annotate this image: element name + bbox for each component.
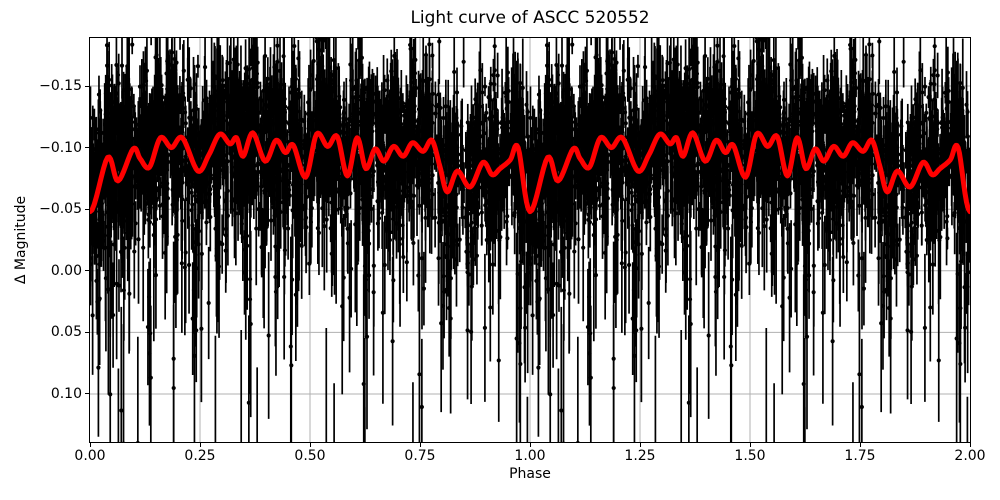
x-tick-mark bbox=[419, 443, 421, 447]
x-tick-label: 1.00 bbox=[514, 448, 546, 464]
y-tick-label: −0.05 bbox=[39, 201, 82, 218]
x-tick-label: 2.00 bbox=[954, 448, 986, 464]
y-tick-mark bbox=[85, 85, 89, 87]
y-tick-label: 0.10 bbox=[50, 385, 82, 402]
x-tick-mark bbox=[639, 443, 641, 447]
x-tick-mark bbox=[969, 443, 971, 447]
x-tick-label: 0.00 bbox=[74, 448, 106, 464]
x-tick-label: 0.50 bbox=[294, 448, 326, 464]
y-axis-label: Δ Magnitude bbox=[13, 195, 29, 285]
x-axis-label: Phase bbox=[509, 466, 551, 482]
light-curve-canvas bbox=[90, 38, 970, 442]
y-tick-label: 0.00 bbox=[50, 262, 82, 279]
y-tick-label: −0.15 bbox=[39, 78, 82, 95]
plot-area bbox=[89, 37, 971, 443]
y-tick-mark bbox=[85, 393, 89, 395]
x-tick-mark bbox=[859, 443, 861, 447]
y-tick-mark bbox=[85, 331, 89, 333]
x-tick-mark bbox=[199, 443, 201, 447]
y-tick-label: −0.10 bbox=[39, 139, 82, 156]
x-tick-label: 1.75 bbox=[844, 448, 876, 464]
x-tick-mark bbox=[309, 443, 311, 447]
x-tick-label: 0.25 bbox=[184, 448, 216, 464]
x-tick-mark bbox=[529, 443, 531, 447]
x-tick-label: 0.75 bbox=[404, 448, 436, 464]
x-tick-label: 1.50 bbox=[734, 448, 766, 464]
x-tick-mark bbox=[749, 443, 751, 447]
x-tick-label: 1.25 bbox=[624, 448, 656, 464]
y-tick-mark bbox=[85, 208, 89, 210]
y-tick-mark bbox=[85, 147, 89, 149]
y-tick-label: 0.05 bbox=[50, 324, 82, 341]
y-tick-mark bbox=[85, 270, 89, 272]
chart-title: Light curve of ASCC 520552 bbox=[410, 8, 650, 28]
x-tick-mark bbox=[89, 443, 91, 447]
